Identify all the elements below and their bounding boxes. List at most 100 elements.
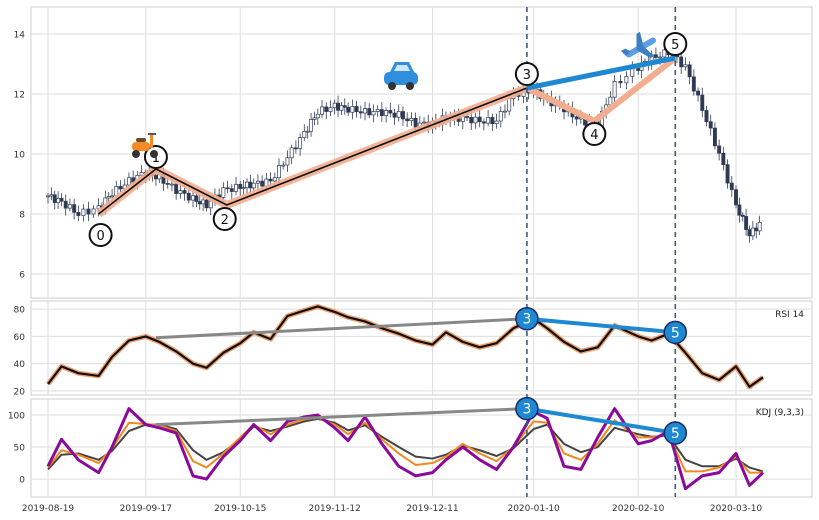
candle-body [477,116,482,123]
wave-segment-3-4 [525,85,596,124]
candle-body [332,102,337,109]
candle-body [342,105,347,108]
candle-body [241,187,246,189]
candle-body [608,96,613,106]
candle-body [305,130,310,133]
kdj-label: KDJ (9,3,3) [756,408,804,418]
rsi-frame [30,300,813,396]
candle-body [679,56,684,68]
candle-body [691,76,696,92]
candle-body [708,121,713,129]
wave-label: 3 [523,68,531,83]
candle-body [717,145,722,154]
candle-body [481,121,486,124]
candle-body [354,106,359,113]
scooter-seat [136,138,146,142]
candle-body [379,109,384,116]
candle-body [503,110,507,113]
kdj-y-tick-label: 50 [14,444,26,454]
wave-line [98,87,528,215]
candle-body [197,201,202,205]
candle-body [221,187,226,198]
candle-body [67,204,72,209]
overlay: 0 1 2 3 4 5 3 5 3 5 [88,31,688,445]
candle-body [624,76,629,84]
candle-body [76,212,81,216]
wave-label: 4 [590,128,598,143]
candle-body [465,116,469,118]
candle-body [268,178,273,182]
candle-body [255,180,260,184]
candle-body [401,111,405,120]
divergence-marker-label: 3 [522,312,531,328]
scooter-body [132,142,150,151]
candle-body [208,200,213,209]
candle-body [396,111,401,118]
candle-body [747,229,752,237]
rsi-y-tick-label: 60 [14,333,26,343]
candle-body [72,204,77,213]
candle-body [238,183,243,189]
wave-label: 2 [221,213,229,228]
x-tick-label: 2019-12-11 [406,504,458,514]
candle-body [729,182,734,190]
candle-body [507,98,512,112]
candle-body [153,175,158,180]
candle-body [339,105,344,111]
candle-body [422,121,426,124]
car-icon [384,62,418,90]
candle-body [234,183,238,192]
candle-body [757,222,762,232]
candle-body [358,111,363,114]
candle-body [350,106,355,113]
candle-body [371,111,376,116]
candle-body [59,198,64,202]
candle-body [658,56,663,59]
candle-body [346,106,351,113]
candle-body [46,195,50,198]
rsi-bearish-line [526,316,676,335]
candle-body [737,204,742,216]
candle-body [469,116,474,124]
candle-body [201,199,206,205]
candle-body [740,214,745,217]
candle-body [298,137,303,149]
candle-body [683,64,688,68]
candle-body [696,90,701,96]
wave-label: 1 [152,151,160,166]
wave-label-circle [582,122,607,146]
candle-body [363,108,367,114]
car-window [394,65,410,71]
divergence-marker-label: 3 [522,402,531,418]
x-tick-label: 2019-09-17 [120,504,172,514]
candle-body [182,190,187,194]
scooter-stem [150,134,153,148]
rsi-panel [46,303,765,390]
price-y-tick-label: 6 [19,271,25,281]
candle-body [281,164,286,167]
rsi-divergence-line [155,317,527,340]
airplane-wing-bottom [636,46,654,59]
candle-body [106,196,111,199]
divergence-marker-label: 5 [671,426,680,442]
candle-body [81,208,86,216]
candle-body [662,49,667,58]
candle-body [251,182,256,189]
candle-body [409,118,414,122]
candle-body [225,187,230,190]
divergence-marker-circle [663,320,688,345]
price-y-tick-label: 14 [14,31,26,41]
candle-body [260,180,265,187]
airplane-tail [620,48,631,56]
candle-body [272,177,277,182]
kdj-j-line [46,407,765,491]
candle-body [384,110,389,116]
candle-body [725,164,730,184]
candle-body [687,64,692,78]
candle-body [178,190,183,194]
candle-body [312,117,317,120]
candle-body [473,116,478,124]
candle-body [494,120,499,125]
car-wheel-front [406,82,414,90]
